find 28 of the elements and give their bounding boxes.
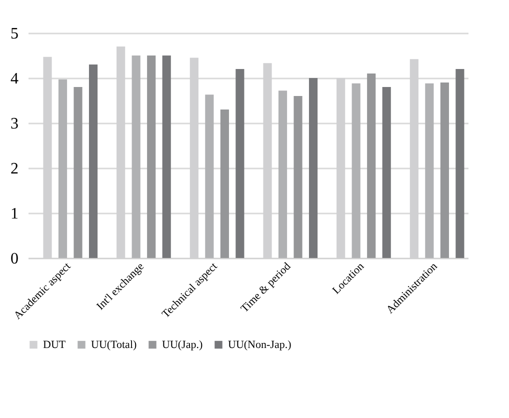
bar xyxy=(74,87,82,258)
bar xyxy=(220,110,229,258)
bar xyxy=(205,94,214,258)
y-tick-label: 4 xyxy=(10,70,18,88)
bar xyxy=(236,69,244,258)
y-tick-label: 2 xyxy=(10,160,18,178)
bar xyxy=(88,64,98,258)
bar xyxy=(382,87,391,258)
legend-label: UU(Non-Jap.) xyxy=(228,338,292,351)
bar xyxy=(58,79,68,258)
bar xyxy=(278,90,288,258)
y-tick-label: 3 xyxy=(10,116,18,132)
bar xyxy=(456,69,464,258)
legend-label: UU(Total) xyxy=(91,338,137,351)
legend-label: UU(Jap.) xyxy=(162,338,203,351)
y-tick-label: 1 xyxy=(10,206,18,222)
y-tick-label: 0 xyxy=(10,250,18,268)
bar xyxy=(294,96,302,258)
y-tick-label: 5 xyxy=(10,26,18,42)
legend-label: DUT xyxy=(43,338,66,351)
bar xyxy=(367,74,376,258)
bar xyxy=(352,83,360,258)
bar xyxy=(147,56,156,258)
bar xyxy=(308,78,318,258)
bar xyxy=(132,56,140,258)
bar xyxy=(425,83,434,258)
bar xyxy=(440,82,449,258)
bar xyxy=(162,56,171,258)
